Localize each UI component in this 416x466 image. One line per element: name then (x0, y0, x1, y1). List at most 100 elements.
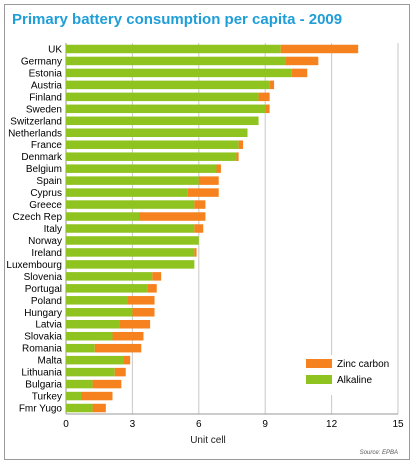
category-label: Denmark (21, 152, 63, 163)
source-note: Source: EPBA (360, 450, 398, 456)
category-label: Czech Rep (13, 212, 63, 223)
bar-sweden-alkaline (66, 104, 266, 114)
category-label: Slovenia (24, 272, 63, 283)
bar-czech-rep-alkaline (66, 212, 140, 221)
category-label: Germany (21, 56, 62, 67)
category-label: Cyprus (30, 188, 62, 199)
bar-estonia-zinc-carbon (291, 68, 308, 78)
category-label: Norway (28, 236, 62, 247)
category-label: Lithuania (21, 368, 62, 379)
category-label: Romania (22, 344, 62, 355)
category-label: Poland (31, 296, 62, 307)
bar-finland-alkaline (66, 92, 259, 102)
category-label: Fmr Yugo (19, 404, 63, 415)
category-label: Hungary (24, 308, 62, 319)
bar-uk-alkaline (66, 44, 281, 54)
category-label: Latvia (35, 320, 62, 331)
bar-germany-alkaline (66, 56, 286, 66)
bar-lithuania-alkaline (66, 367, 115, 377)
bar-finland-zinc-carbon (258, 92, 270, 102)
bar-france-alkaline (66, 140, 239, 149)
bar-bulgaria-zinc-carbon (92, 379, 122, 389)
chart-title: Primary battery consumption per capita -… (12, 11, 343, 28)
bar-netherlands-alkaline (66, 128, 248, 138)
bar-norway-alkaline (66, 236, 199, 245)
category-label: Italy (44, 224, 62, 235)
legend-label-zinc-carbon: Zinc carbon (337, 359, 389, 370)
bar-malta-alkaline (66, 355, 124, 365)
bar-malta-zinc-carbon (123, 355, 131, 365)
bar-latvia-zinc-carbon (119, 319, 151, 329)
category-labels: UKGermanyEstoniaAustriaFinlandSwedenSwit… (6, 44, 63, 414)
category-label: Spain (36, 176, 62, 187)
bar-poland-zinc-carbon (127, 296, 155, 305)
bar-sweden-zinc-carbon (265, 104, 270, 114)
category-label: France (31, 140, 63, 151)
legend-swatch-zinc-carbon (306, 359, 332, 368)
bar-italy-alkaline (66, 224, 195, 233)
legend-swatch-alkaline (306, 375, 332, 384)
category-label: UK (48, 44, 62, 55)
category-label: Portugal (25, 284, 62, 295)
bar-slovakia-alkaline (66, 331, 113, 341)
x-axis-label: Unit cell (190, 435, 226, 446)
category-label: Finland (29, 92, 62, 103)
bar-latvia-alkaline (66, 319, 120, 329)
bar-belgium-alkaline (66, 164, 217, 173)
x-tick-label: 9 (262, 419, 268, 430)
bar-cyprus-zinc-carbon (187, 188, 219, 197)
bar-estonia-alkaline (66, 68, 292, 78)
bar-uk-zinc-carbon (280, 44, 359, 54)
bar-spain-alkaline (66, 176, 199, 185)
category-label: Belgium (26, 164, 62, 175)
category-label: Switzerland (10, 116, 62, 127)
x-tick-label: 6 (196, 419, 202, 430)
bar-france-zinc-carbon (238, 140, 244, 149)
category-label: Luxembourg (6, 260, 62, 271)
category-label: Ireland (31, 248, 62, 259)
bar-germany-zinc-carbon (285, 56, 319, 66)
x-tick-labels: 0 3 6 9 12 15 (63, 419, 404, 430)
category-label: Bulgaria (25, 380, 62, 391)
x-tick-label: 15 (392, 419, 404, 430)
category-label: Malta (38, 356, 63, 367)
category-label: Netherlands (8, 128, 62, 139)
bar-bulgaria-alkaline (66, 379, 93, 389)
bar-lithuania-zinc-carbon (114, 367, 126, 377)
bar-ireland-zinc-carbon (194, 248, 197, 257)
bar-turkey-alkaline (66, 391, 82, 401)
bar-slovakia-zinc-carbon (112, 331, 144, 341)
bar-fmr-yugo-zinc-carbon (92, 403, 106, 413)
bar-belgium-zinc-carbon (216, 164, 221, 173)
bar-portugal-alkaline (66, 284, 148, 293)
bars (66, 44, 359, 413)
bar-denmark-zinc-carbon (236, 152, 239, 161)
x-tick-label: 0 (63, 419, 69, 430)
bar-hungary-alkaline (66, 308, 133, 317)
category-label: Greece (29, 200, 62, 211)
category-label: Austria (31, 80, 63, 91)
bar-denmark-alkaline (66, 152, 237, 161)
bar-slovenia-alkaline (66, 272, 153, 281)
bar-romania-alkaline (66, 343, 95, 353)
category-label: Turkey (32, 392, 62, 403)
bar-austria-zinc-carbon (269, 80, 275, 90)
bar-portugal-zinc-carbon (147, 284, 157, 293)
legend-label-alkaline: Alkaline (337, 375, 372, 386)
x-tick-label: 3 (130, 419, 136, 430)
bar-cyprus-alkaline (66, 188, 188, 197)
category-label: Sweden (26, 104, 62, 115)
bar-romania-zinc-carbon (94, 343, 142, 353)
bar-turkey-zinc-carbon (81, 391, 113, 401)
bar-spain-zinc-carbon (198, 176, 219, 185)
bar-hungary-zinc-carbon (132, 308, 155, 317)
x-tick-label: 12 (326, 419, 338, 430)
bar-poland-alkaline (66, 296, 128, 305)
bar-luxembourg-alkaline (66, 260, 195, 269)
bar-switzerland-alkaline (66, 116, 259, 126)
bar-ireland-alkaline (66, 248, 195, 257)
bar-italy-zinc-carbon (194, 224, 204, 233)
bar-fmr-yugo-alkaline (66, 403, 93, 413)
bar-czech-rep-zinc-carbon (139, 212, 206, 221)
bar-greece-alkaline (66, 200, 195, 209)
